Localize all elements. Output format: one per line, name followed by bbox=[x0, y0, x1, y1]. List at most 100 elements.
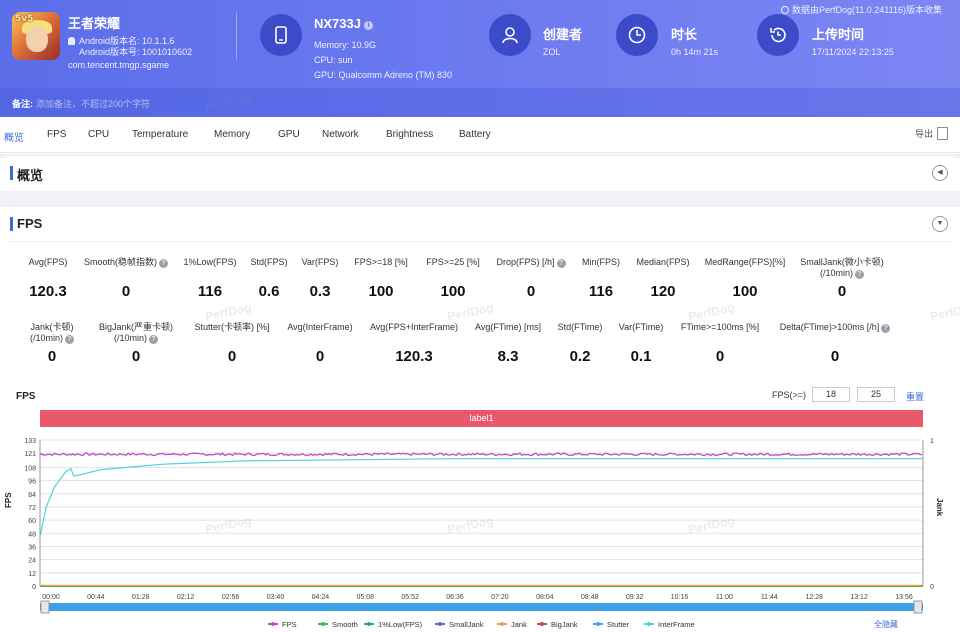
x-tick-label: 05:52 bbox=[401, 594, 419, 601]
legend-item-label: Stutter bbox=[607, 620, 630, 629]
y2-tick-label: 1 bbox=[930, 438, 934, 445]
duration-icon-circle bbox=[616, 14, 658, 56]
stat-label: FPS>=25 [%] bbox=[393, 257, 513, 268]
fps-threshold-label: FPS(>=) bbox=[772, 390, 807, 400]
stat-label-text: Jank(卡顿) bbox=[30, 322, 74, 332]
stat-label: SmallJank(微小卡顿) bbox=[782, 257, 902, 268]
y-tick-label: 96 bbox=[28, 479, 36, 486]
help-icon[interactable]: ? bbox=[556, 259, 566, 268]
y-tick-label: 12 bbox=[28, 571, 36, 578]
info-icon[interactable]: i bbox=[363, 21, 373, 30]
section-accent-bar bbox=[10, 217, 13, 231]
stat-label: Delta(FTime)>100ms [/h]? bbox=[775, 322, 895, 333]
y-tick-label: 121 bbox=[24, 451, 36, 458]
stat-label-text: FPS>=25 [%] bbox=[426, 257, 480, 267]
y-tick-label: 36 bbox=[28, 544, 36, 551]
stat-value: 0.3 bbox=[309, 283, 331, 300]
stat-value: 0 bbox=[227, 348, 237, 365]
stat-label-text: Avg(FPS+InterFrame) bbox=[369, 322, 459, 332]
legend-hide-all[interactable]: 全隐藏 bbox=[874, 620, 898, 629]
stat-value: 0 bbox=[837, 283, 847, 300]
legend-marker bbox=[367, 622, 371, 626]
fps-threshold-input-2[interactable]: 25 bbox=[857, 387, 895, 402]
x-tick-label: 11:44 bbox=[761, 594, 778, 601]
stat-cell: Jank(卡顿) (/10min)? 0 bbox=[0, 322, 112, 365]
stat-value: 0 bbox=[830, 348, 840, 365]
stat-label: Var(FPS) bbox=[260, 257, 380, 268]
tab-fps[interactable]: FPS bbox=[47, 129, 67, 140]
stat-label-text: Min(FPS) bbox=[582, 257, 620, 267]
tab-battery[interactable]: Battery bbox=[459, 129, 491, 140]
duration-title: 时长 bbox=[671, 27, 698, 42]
chevron-down-icon: ▼ bbox=[936, 220, 944, 227]
upload-value: 17/11/2024 22:13:25 bbox=[812, 47, 894, 57]
x-tick-label: 05:08 bbox=[356, 594, 374, 601]
stat-cell: BigJank(严重卡顿) (/10min)? 0 bbox=[76, 322, 196, 365]
stat-cell: Std(FPS) 0.6 bbox=[209, 257, 329, 300]
tab-brightness[interactable]: Brightness bbox=[386, 129, 434, 140]
collapse-button[interactable]: ▼ bbox=[932, 216, 948, 232]
series-fps-line bbox=[39, 452, 923, 457]
reset-button[interactable]: 重置 bbox=[906, 392, 925, 402]
stat-label-unit: (/10min) bbox=[29, 333, 63, 343]
expand-button[interactable]: ◀ bbox=[932, 165, 948, 181]
section-accent-bar bbox=[10, 166, 13, 180]
tab-network[interactable]: Network bbox=[322, 129, 359, 140]
document-icon bbox=[937, 127, 948, 140]
stat-label: Stutter(卡顿率) [%] bbox=[172, 322, 292, 333]
tab-gpu[interactable]: GPU bbox=[278, 129, 300, 140]
stat-value: 100 bbox=[440, 283, 466, 300]
section-divider bbox=[6, 241, 954, 242]
help-icon[interactable]: ? bbox=[65, 335, 74, 344]
stat-label: FPS>=18 [%] bbox=[321, 257, 441, 268]
legend-marker bbox=[647, 622, 651, 626]
stat-cell: FPS>=25 [%] 100 bbox=[393, 257, 513, 300]
stat-cell: SmallJank(微小卡顿) (/10min)? 0 bbox=[782, 257, 902, 300]
stat-label-text: Smooth(稳帧指数) bbox=[83, 257, 157, 267]
fps-section-header[interactable]: FPS ▼ bbox=[6, 207, 954, 241]
legend-marker bbox=[438, 622, 442, 626]
x-tick-label: 12:28 bbox=[805, 594, 823, 601]
x-tick-label: 08:48 bbox=[581, 594, 599, 601]
overview-section-header[interactable]: 概览 ◀ bbox=[6, 156, 954, 190]
fps-threshold-input-1[interactable]: 18 bbox=[812, 387, 850, 402]
legend-item-label: FPS bbox=[282, 620, 297, 629]
tab-memory[interactable]: Memory bbox=[214, 129, 251, 140]
device-icon-circle bbox=[260, 14, 302, 56]
watermark: PerfDog bbox=[929, 300, 960, 324]
game-icon: 5v5 bbox=[12, 12, 60, 60]
stat-cell: 1%Low(FPS) 116 bbox=[150, 257, 270, 300]
tab-cpu[interactable]: CPU bbox=[88, 129, 110, 140]
tab-overview[interactable]: 概览 bbox=[4, 133, 24, 144]
stat-label-text: FTime>=100ms [%] bbox=[680, 322, 760, 332]
stat-label-text: Stutter(卡顿率) [%] bbox=[194, 322, 270, 332]
label-band[interactable]: label1 bbox=[40, 410, 923, 427]
y-tick-label: 48 bbox=[28, 531, 36, 538]
stat-label-spacer bbox=[775, 333, 895, 344]
creator-icon-circle bbox=[489, 14, 531, 56]
stat-label: Avg(FTime) [ms] bbox=[448, 322, 568, 333]
package-name: com.tencent.tmgp.sgame bbox=[68, 60, 170, 70]
export-button[interactable]: 导出 bbox=[915, 127, 948, 140]
stat-label-text: 1%Low(FPS) bbox=[183, 257, 237, 267]
stat-value: 0 bbox=[131, 348, 141, 365]
note-input[interactable]: 添加备注，不超过200个字符 bbox=[36, 99, 151, 109]
stat-label: FTime>=100ms [%] bbox=[660, 322, 780, 333]
tab-temperature[interactable]: Temperature bbox=[132, 129, 189, 140]
help-icon[interactable]: ? bbox=[855, 270, 864, 279]
help-icon[interactable]: ? bbox=[149, 335, 158, 344]
help-icon[interactable]: ? bbox=[159, 259, 168, 268]
upload-icon-circle bbox=[757, 14, 799, 56]
stat-label-text: SmallJank(微小卡顿) bbox=[800, 257, 884, 267]
help-icon[interactable]: ? bbox=[881, 324, 891, 333]
stat-label: Std(FTime) bbox=[520, 322, 640, 333]
overview-title: 概览 bbox=[17, 168, 44, 183]
legend-item-label: Jank bbox=[511, 620, 527, 629]
note-label: 备注: bbox=[12, 99, 33, 109]
stat-value: 120 bbox=[650, 283, 676, 300]
creator-title: 创建者 bbox=[543, 27, 583, 42]
game-badge: 5v5 bbox=[15, 14, 34, 24]
legend-item-label: BigJank bbox=[551, 620, 578, 629]
legend-marker bbox=[321, 622, 325, 626]
watermark: PerfDog bbox=[204, 513, 253, 537]
